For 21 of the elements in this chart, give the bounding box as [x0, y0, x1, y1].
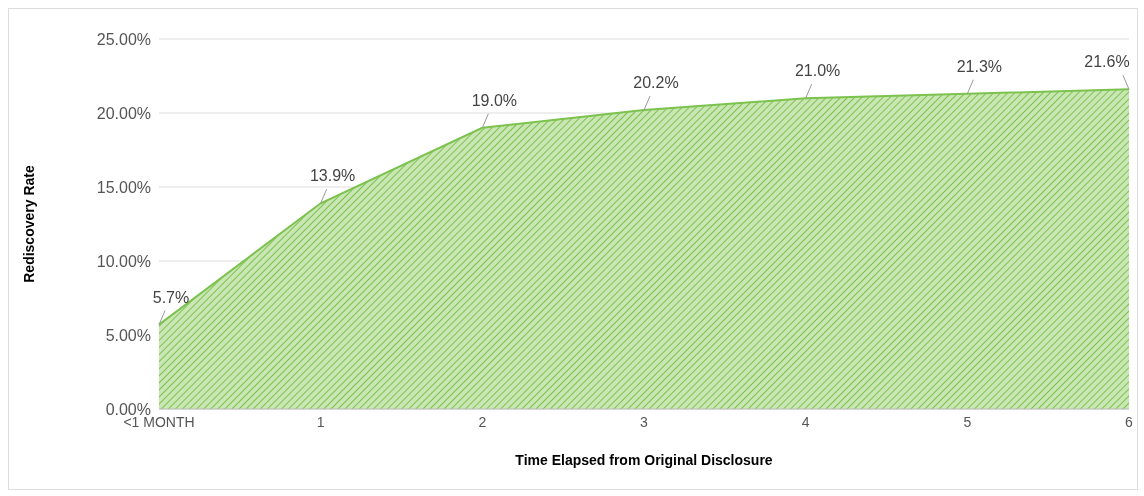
data-label: 21.6% [1084, 53, 1130, 71]
data-label: 5.7% [152, 288, 190, 306]
data-label: 21.3% [956, 57, 1003, 75]
y-tick-label: 20.00% [96, 104, 151, 122]
data-label: 20.2% [633, 74, 679, 92]
x-tick-label: 6 [1125, 413, 1134, 430]
y-tick-label: 5.00% [105, 326, 151, 344]
y-tick-label: 0.00% [105, 400, 151, 418]
y-axis-title: Rediscovery Rate [20, 165, 37, 283]
data-label: 13.9% [309, 167, 356, 185]
x-tick-label: 4 [801, 413, 810, 430]
data-label: 19.0% [471, 91, 518, 109]
data-label: 21.0% [794, 62, 841, 80]
x-tick-label: 5 [963, 413, 972, 430]
x-tick-label: 1 [316, 413, 325, 430]
y-tick-label: 15.00% [96, 178, 151, 196]
x-tick-label: 3 [640, 413, 649, 430]
x-tick-label: 2 [478, 413, 487, 430]
x-axis-title: Time Elapsed from Original Disclosure [515, 452, 773, 468]
y-tick-label: 25.00% [96, 30, 151, 48]
y-tick-label: 10.00% [96, 252, 151, 270]
